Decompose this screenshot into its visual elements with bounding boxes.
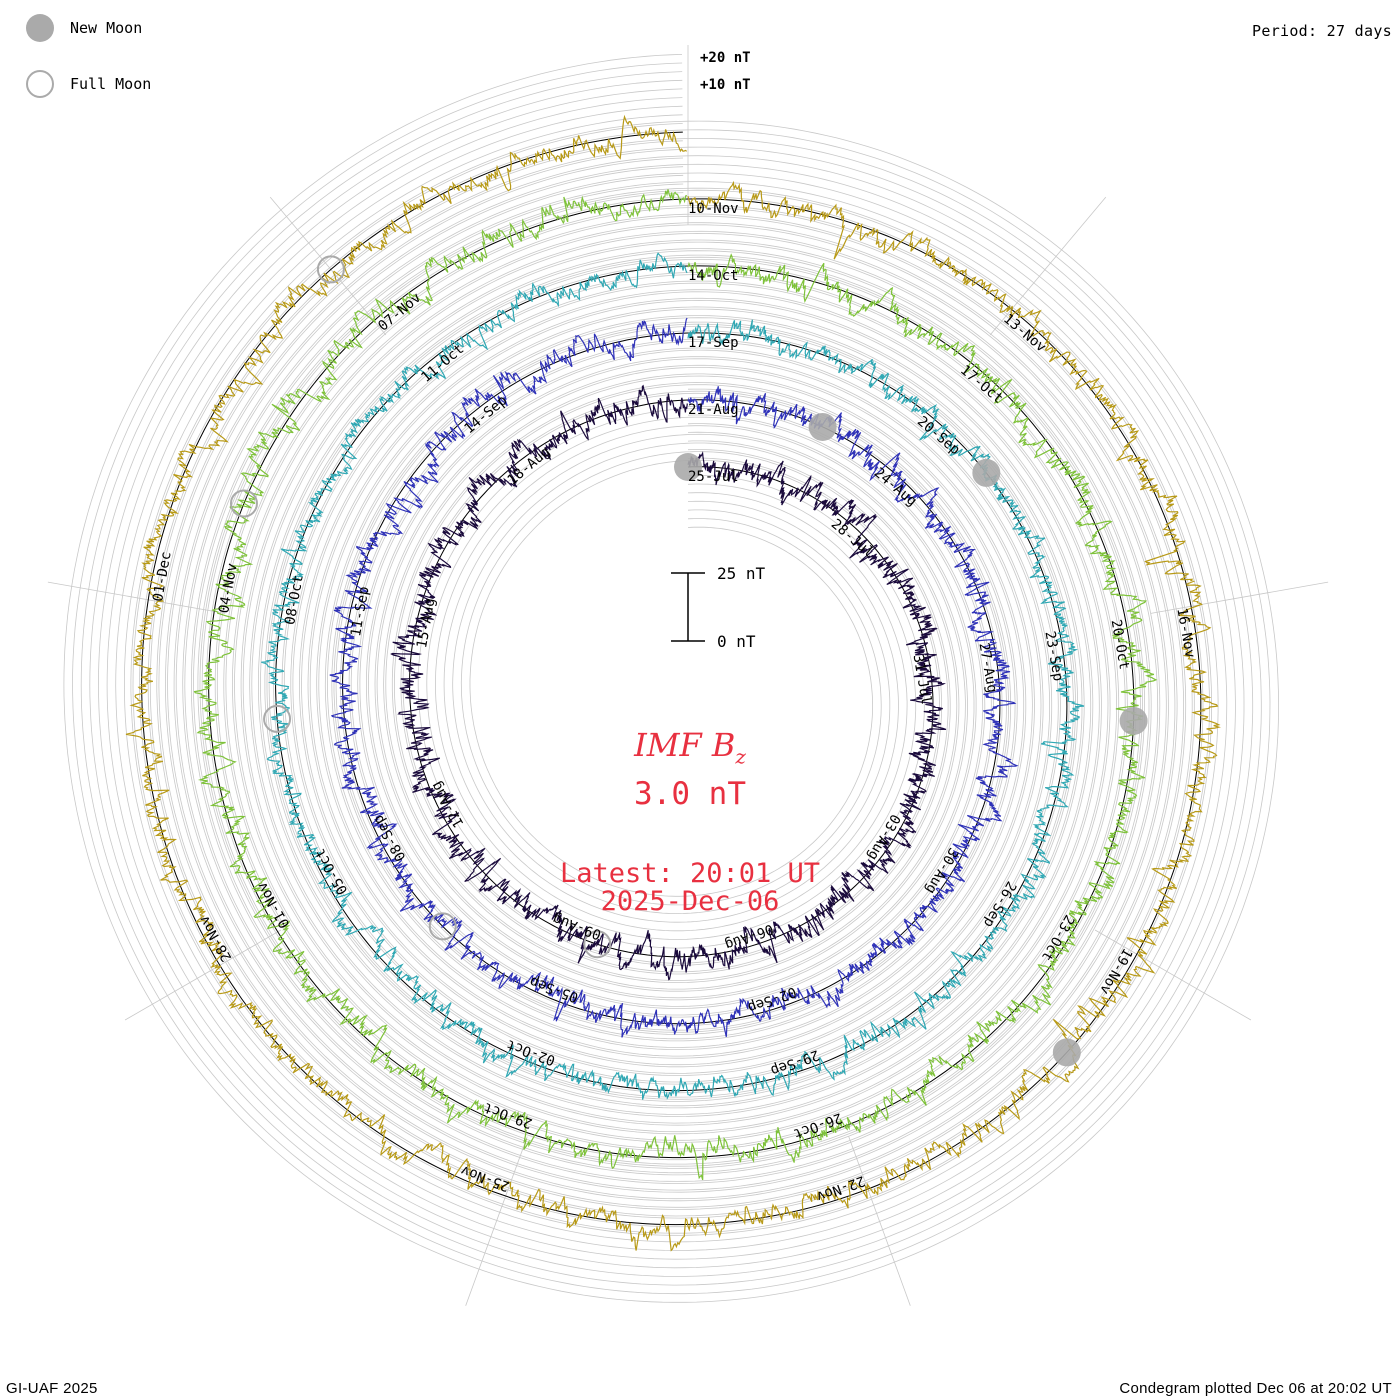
date-label: 20-Oct bbox=[1108, 618, 1133, 671]
grid-rings bbox=[63, 54, 1279, 1303]
full-moon-marker bbox=[583, 930, 612, 959]
chart-title-text: IMF B bbox=[634, 726, 736, 764]
full-moon-marker bbox=[428, 912, 457, 941]
new-moon-marker bbox=[1052, 1038, 1081, 1067]
full-moon-marker bbox=[263, 704, 292, 733]
ring-label-plus10: +10 nT bbox=[700, 77, 751, 93]
ring-labels: +20 nT +10 nT bbox=[700, 50, 751, 93]
legend-new-moon: New Moon bbox=[26, 12, 142, 44]
period-label: Period: 27 days bbox=[1252, 22, 1392, 40]
trace-5 bbox=[125, 114, 1221, 1252]
grid-spiral bbox=[167, 157, 1176, 1200]
chart-title-subscript: z bbox=[735, 744, 746, 769]
latest-time: Latest: 20:01 UT bbox=[559, 858, 821, 889]
legend-full-moon-label: Full Moon bbox=[70, 75, 152, 93]
day-spoke bbox=[124, 929, 282, 1021]
grid-spiral bbox=[89, 79, 1254, 1277]
new-moon-icon bbox=[26, 14, 54, 42]
trace-3 bbox=[261, 252, 1085, 1100]
grid-spiral bbox=[63, 54, 1279, 1303]
grid-spiral bbox=[175, 166, 1167, 1191]
date-label: 14-Oct bbox=[688, 268, 739, 284]
day-spoke bbox=[269, 196, 387, 336]
date-label: 27-Aug bbox=[975, 642, 1000, 695]
legend-new-moon-label: New Moon bbox=[70, 19, 143, 37]
grid-spiral bbox=[201, 192, 1141, 1165]
grid-spiral bbox=[72, 62, 1271, 1295]
data-traces bbox=[125, 114, 1221, 1252]
scale-bar-bottom-label: 0 nT bbox=[717, 632, 756, 651]
new-moon-marker bbox=[808, 412, 837, 441]
full-moon-marker bbox=[316, 255, 345, 284]
ring-label-plus20: +20 nT bbox=[700, 50, 751, 66]
latest-timestamp: Latest: 20:01 UT 2025-Dec-06 bbox=[490, 860, 890, 916]
chart-title: IMF Bz bbox=[490, 726, 890, 768]
date-label: 21-Aug bbox=[688, 402, 739, 418]
grid-spiral bbox=[158, 149, 1184, 1208]
day-spoke bbox=[989, 196, 1107, 336]
scale-bar-top-label: 25 nT bbox=[717, 564, 766, 583]
trace-2 bbox=[329, 317, 1019, 1038]
date-label: 15-Aug bbox=[414, 597, 439, 650]
date-label: 10-Nov bbox=[688, 201, 739, 217]
new-moon-marker bbox=[972, 458, 1001, 487]
date-label: 16-Nov bbox=[1173, 607, 1198, 660]
day-spoke bbox=[1150, 581, 1329, 614]
day-spoke bbox=[465, 1136, 528, 1306]
grid-spiral bbox=[115, 105, 1228, 1251]
grid-spiral bbox=[106, 97, 1236, 1260]
full-moon-icon bbox=[26, 70, 54, 98]
trace-4 bbox=[193, 189, 1158, 1181]
grid-spiral bbox=[184, 174, 1159, 1182]
grid-spiral bbox=[98, 88, 1245, 1269]
full-moon-marker bbox=[229, 489, 258, 518]
day-spokes bbox=[47, 45, 1329, 1306]
trace-1 bbox=[390, 384, 947, 981]
day-spoke bbox=[1094, 929, 1252, 1021]
new-moon-marker bbox=[674, 453, 702, 481]
new-moon-marker bbox=[1119, 706, 1148, 735]
plotted-label: Condegram plotted Dec 06 at 20:02 UT bbox=[1119, 1380, 1392, 1397]
baseline-spiral bbox=[141, 131, 1202, 1226]
date-label: 03-Aug bbox=[864, 811, 903, 863]
legend-full-moon: Full Moon bbox=[26, 68, 151, 100]
current-value: 3.0 nT bbox=[634, 776, 746, 812]
date-label: 25-Jul bbox=[688, 469, 739, 485]
moon-markers bbox=[229, 255, 1148, 1067]
grid-spiral bbox=[124, 114, 1219, 1243]
credit-label: GI-UAF 2025 bbox=[6, 1380, 98, 1397]
grid-spiral bbox=[132, 123, 1210, 1234]
latest-date: 2025-Dec-06 bbox=[600, 886, 780, 917]
baseline-rings bbox=[141, 131, 1202, 1226]
date-label: 05-Sep bbox=[528, 973, 581, 1005]
scale-bar: 25 nT 0 nT bbox=[671, 564, 766, 651]
date-label: 29-Oct bbox=[482, 1099, 535, 1131]
grid-spiral bbox=[193, 183, 1150, 1174]
day-spoke bbox=[848, 1136, 911, 1306]
date-label: 17-Sep bbox=[688, 335, 739, 351]
date-label: 25-Nov bbox=[459, 1162, 512, 1194]
grid-spiral bbox=[149, 140, 1193, 1217]
date-label: 08-Oct bbox=[282, 574, 307, 627]
day-spoke bbox=[47, 581, 226, 614]
date-label: 31-Jul bbox=[910, 653, 935, 706]
